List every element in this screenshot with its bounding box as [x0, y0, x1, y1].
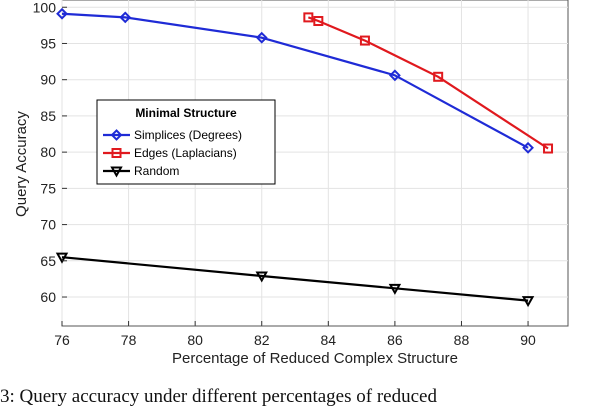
legend-entry: Random	[103, 164, 179, 178]
legend: Minimal Structure Simplices (Degrees) Edg…	[96, 99, 276, 185]
data-point	[388, 69, 401, 82]
legend-entry: Edges (Laplacians)	[103, 146, 237, 160]
x-tick-label: 76	[54, 332, 70, 348]
y-tick-label: 80	[40, 144, 56, 160]
series-layer	[55, 7, 554, 308]
data-point	[255, 31, 268, 44]
series-0	[56, 7, 534, 154]
y-tick-label: 65	[40, 253, 56, 269]
data-point	[388, 283, 402, 295]
data-point	[303, 12, 314, 23]
y-tick-label: 95	[40, 35, 56, 51]
y-tick-label: 75	[40, 180, 56, 196]
data-point	[313, 16, 324, 27]
legend-marker	[110, 129, 123, 141]
data-point	[255, 271, 268, 283]
legend-title: Minimal Structure	[135, 106, 237, 120]
x-tick-label: 80	[187, 332, 203, 348]
x-tick-label: 88	[454, 332, 470, 348]
legend-label: Simplices (Degrees)	[134, 128, 242, 142]
y-tick-label: 100	[33, 0, 57, 15]
series-line	[61, 256, 529, 302]
data-point	[56, 7, 68, 20]
x-axis-ticks: 76 78 80 82 84 86 88 90	[54, 321, 536, 348]
data-point	[543, 143, 554, 154]
y-tick-label: 85	[40, 108, 56, 124]
line-chart: 76 78 80 82 84 86 88 90 60 65 70 75 80 85 90 95 100 Per…	[13, 0, 569, 367]
series-2	[55, 252, 535, 308]
legend-label: Edges (Laplacians)	[134, 146, 237, 160]
legend-label: Random	[134, 164, 179, 178]
data-point	[55, 252, 69, 264]
y-tick-label: 70	[40, 217, 56, 233]
data-point	[521, 296, 535, 308]
legend-entry: Simplices (Degrees)	[103, 128, 242, 142]
series-1	[303, 12, 554, 154]
data-point	[119, 11, 132, 24]
legend-marker	[111, 148, 122, 158]
x-tick-label: 82	[254, 332, 270, 348]
y-tick-label: 90	[40, 72, 56, 88]
figure-caption: 3: Query accuracy under different percen…	[0, 386, 437, 407]
data-point	[359, 35, 370, 46]
x-tick-label: 86	[387, 332, 403, 348]
series-line	[61, 12, 529, 149]
legend-marker	[110, 166, 123, 178]
data-point	[522, 141, 534, 154]
x-tick-label: 78	[121, 332, 137, 348]
x-axis-label: Percentage of Reduced Complex Structure	[172, 350, 458, 367]
y-axis-label: Query Accuracy	[13, 111, 30, 217]
y-tick-label: 60	[40, 289, 56, 305]
x-tick-label: 90	[520, 332, 536, 348]
x-tick-label: 84	[321, 332, 337, 348]
data-point	[433, 71, 444, 82]
y-axis-ticks: 60 65 70 75 80 85 90 95 100	[33, 0, 67, 305]
legend-entries: Simplices (Degrees) Edges (Laplacians) Ran…	[103, 128, 242, 178]
